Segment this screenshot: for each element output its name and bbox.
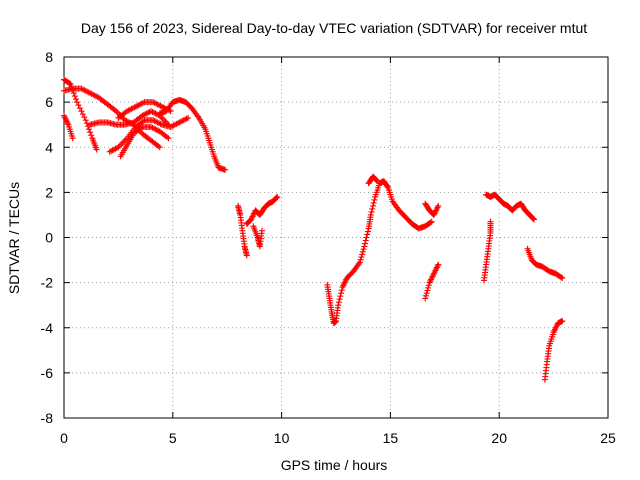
data-point [531, 216, 538, 223]
y-tick-label: 0 [45, 230, 53, 246]
data-point [69, 135, 76, 142]
data-point [435, 261, 442, 268]
data-point [369, 202, 376, 209]
data-point [371, 196, 378, 203]
axis-ticks [63, 56, 609, 419]
data-point [363, 234, 370, 241]
chart-title: Day 156 of 2023, Sidereal Day-to-day VTE… [81, 20, 587, 36]
data-point [362, 237, 369, 244]
x-tick-label: 0 [60, 430, 68, 446]
data-point [358, 254, 365, 261]
data-point [369, 205, 376, 212]
data-point [76, 105, 83, 112]
data-point [156, 144, 163, 151]
data-point [87, 129, 94, 136]
data-point [368, 208, 375, 215]
data-point [357, 256, 364, 263]
y-tick-label: 2 [45, 184, 53, 200]
data-point [336, 296, 343, 303]
data-point [425, 282, 432, 289]
data-point [361, 243, 368, 250]
x-tick-label: 5 [169, 430, 177, 446]
data-point [362, 240, 369, 247]
data-point [487, 218, 494, 225]
x-tick-label: 20 [491, 430, 507, 446]
data-point [72, 96, 79, 103]
data-point [185, 114, 192, 121]
data-point [338, 290, 345, 297]
data-point [359, 248, 366, 255]
y-tick-label: -8 [41, 410, 54, 426]
data-point [364, 228, 371, 235]
data-point [424, 287, 431, 294]
x-tick-label: 25 [600, 430, 616, 446]
data-point [428, 218, 435, 225]
data-point [435, 202, 442, 209]
x-tick-label: 15 [383, 430, 399, 446]
x-tick-labels: 0 5 10 15 20 25 [60, 430, 616, 446]
data-points [61, 76, 566, 383]
data-point [425, 284, 432, 291]
data-point [335, 302, 342, 309]
data-point [559, 275, 566, 282]
data-point [530, 215, 537, 222]
y-tick-label: 4 [45, 139, 53, 155]
data-point [66, 80, 73, 87]
y-tick-label: -4 [41, 320, 54, 336]
y-tick-labels: 8 6 4 2 0 -2 -4 -6 -8 [41, 49, 54, 426]
data-point [364, 231, 371, 238]
data-point [373, 177, 380, 184]
data-point [359, 251, 366, 258]
data-point [259, 227, 266, 234]
data-point [243, 252, 250, 259]
data-point [67, 81, 74, 88]
grid-lines [64, 57, 608, 418]
data-point [427, 219, 434, 226]
data-point [360, 246, 367, 253]
data-point [83, 120, 90, 127]
data-point [422, 292, 429, 299]
data-point [558, 274, 565, 281]
data-point [273, 194, 280, 201]
data-point [75, 102, 82, 109]
data-point [356, 259, 363, 266]
y-axis-title: SDTVAR / TECUs [6, 182, 22, 294]
data-point [559, 317, 566, 324]
data-point [335, 299, 342, 306]
data-point [367, 211, 374, 218]
x-axis-title: GPS time / hours [281, 457, 388, 473]
data-point [81, 114, 88, 121]
data-point [422, 295, 429, 302]
data-point [384, 183, 391, 190]
data-point [74, 99, 81, 106]
data-point [274, 193, 281, 200]
y-tick-label: 8 [45, 49, 53, 65]
data-point [82, 117, 89, 124]
data-point [79, 111, 86, 118]
data-point [86, 126, 93, 133]
data-point [88, 132, 95, 139]
y-tick-label: 6 [45, 94, 53, 110]
data-point [338, 287, 345, 294]
x-tick-label: 10 [274, 430, 290, 446]
data-point [165, 135, 172, 142]
data-point [222, 166, 229, 173]
y-tick-label: -6 [41, 365, 54, 381]
data-point [78, 108, 85, 115]
data-point [159, 115, 166, 122]
data-point [337, 293, 344, 300]
data-point [423, 290, 430, 297]
data-point [93, 146, 100, 153]
data-point [374, 178, 381, 185]
data-point [370, 199, 377, 206]
data-point [71, 93, 78, 100]
y-tick-label: -2 [41, 275, 54, 291]
